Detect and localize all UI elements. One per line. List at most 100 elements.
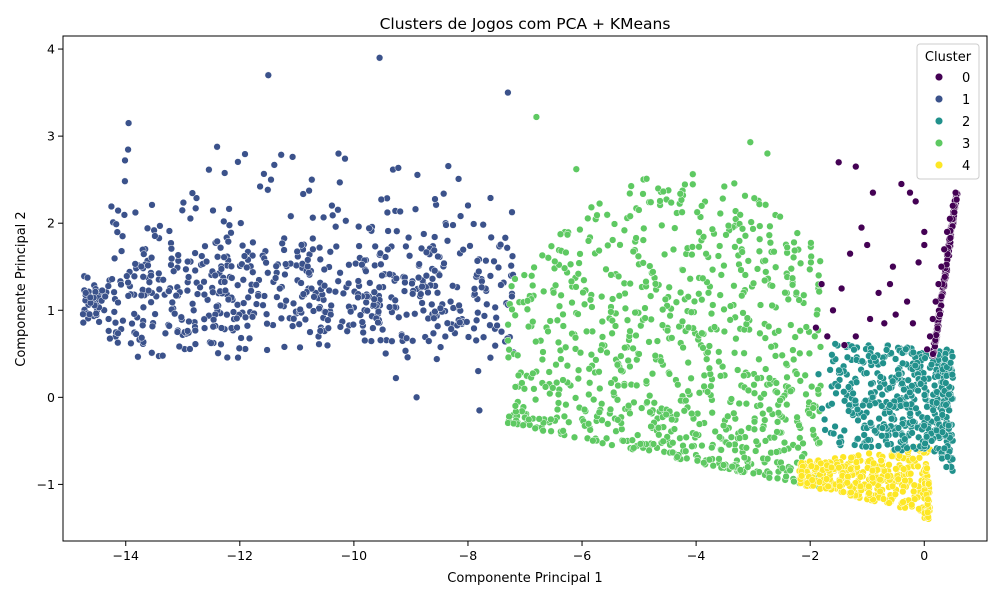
point-cluster-3	[559, 322, 567, 330]
point-cluster-2	[840, 426, 848, 435]
point-cluster-3	[547, 415, 555, 424]
point-cluster-1	[213, 143, 221, 151]
point-cluster-1	[233, 301, 242, 309]
point-cluster-1	[362, 267, 370, 275]
point-cluster-0	[886, 280, 894, 288]
point-cluster-1	[240, 299, 248, 307]
point-cluster-3	[607, 379, 615, 387]
point-cluster-0	[835, 158, 843, 166]
point-cluster-3	[736, 211, 744, 219]
point-cluster-3	[759, 425, 767, 433]
point-cluster-3	[562, 343, 570, 351]
point-cluster-1	[305, 301, 313, 310]
point-cluster-1	[366, 279, 374, 287]
point-cluster-3	[576, 349, 585, 357]
plot-points	[79, 54, 961, 523]
point-cluster-2	[933, 399, 941, 407]
point-cluster-3	[703, 355, 711, 363]
point-cluster-2	[923, 433, 931, 441]
point-cluster-3	[565, 418, 573, 426]
point-cluster-1	[422, 272, 431, 280]
point-cluster-3	[613, 396, 622, 404]
point-cluster-3	[774, 409, 783, 417]
point-cluster-3	[613, 361, 622, 369]
point-cluster-3	[720, 327, 729, 336]
point-cluster-1	[395, 313, 403, 321]
point-cluster-3	[538, 355, 547, 364]
point-cluster-2	[814, 370, 823, 378]
point-cluster-2	[831, 340, 839, 348]
point-cluster-3	[686, 275, 694, 283]
point-cluster-3	[735, 434, 744, 442]
point-cluster-3	[567, 277, 576, 286]
point-cluster-1	[264, 269, 272, 277]
point-cluster-3	[579, 288, 587, 297]
point-cluster-3	[759, 409, 767, 418]
point-cluster-1	[441, 332, 449, 341]
point-cluster-1	[355, 222, 363, 231]
point-cluster-1	[490, 257, 498, 265]
point-cluster-3	[529, 318, 537, 326]
point-cluster-2	[878, 402, 886, 410]
point-cluster-3	[734, 366, 742, 374]
point-cluster-3	[684, 293, 692, 301]
point-cluster-1	[200, 290, 209, 299]
point-cluster-4	[865, 489, 873, 497]
point-cluster-3	[505, 346, 513, 354]
point-cluster-0	[823, 332, 831, 341]
point-cluster-3	[726, 316, 734, 324]
point-cluster-3	[753, 374, 762, 382]
point-cluster-3	[698, 329, 706, 337]
point-cluster-1	[443, 319, 452, 327]
point-cluster-3	[737, 427, 745, 436]
point-cluster-0	[837, 284, 846, 293]
point-cluster-3	[802, 390, 810, 398]
point-cluster-2	[921, 354, 929, 362]
point-cluster-3	[796, 327, 804, 335]
point-cluster-3	[742, 444, 750, 452]
point-cluster-3	[504, 353, 513, 362]
point-cluster-1	[139, 273, 147, 281]
point-cluster-1	[107, 202, 116, 211]
point-cluster-3	[778, 351, 786, 359]
point-cluster-1	[296, 305, 304, 314]
point-cluster-3	[514, 371, 523, 380]
point-cluster-3	[670, 425, 679, 433]
point-cluster-3	[673, 453, 681, 461]
point-cluster-1	[424, 288, 432, 297]
point-cluster-1	[355, 242, 363, 250]
point-cluster-3	[588, 303, 596, 311]
point-cluster-1	[304, 256, 312, 264]
point-cluster-3	[618, 425, 626, 433]
point-cluster-1	[138, 334, 146, 342]
point-cluster-1	[384, 227, 392, 235]
point-cluster-1	[110, 308, 118, 316]
point-cluster-1	[402, 242, 410, 251]
point-cluster-4	[847, 454, 855, 462]
point-cluster-1	[332, 242, 340, 251]
legend-box	[916, 43, 980, 180]
point-cluster-1	[259, 301, 267, 309]
point-cluster-1	[444, 162, 452, 170]
point-cluster-0	[937, 292, 946, 301]
point-cluster-3	[666, 312, 674, 320]
x-tick-label: 0	[920, 548, 928, 563]
point-cluster-3	[614, 381, 622, 390]
point-cluster-1	[456, 318, 464, 327]
point-cluster-3	[584, 214, 592, 223]
point-cluster-3	[790, 238, 798, 247]
point-cluster-1	[140, 250, 148, 258]
point-cluster-1	[191, 249, 199, 257]
point-cluster-3	[735, 237, 744, 245]
point-cluster-3	[615, 292, 623, 300]
point-cluster-3	[662, 410, 670, 419]
point-cluster-3	[529, 369, 537, 378]
point-cluster-1	[493, 321, 501, 330]
point-cluster-3	[590, 395, 598, 404]
point-cluster-3	[776, 213, 784, 221]
point-cluster-1	[212, 302, 221, 311]
point-cluster-3	[675, 322, 683, 331]
point-cluster-1	[101, 292, 109, 301]
point-cluster-1	[104, 282, 112, 290]
point-cluster-2	[882, 346, 891, 354]
